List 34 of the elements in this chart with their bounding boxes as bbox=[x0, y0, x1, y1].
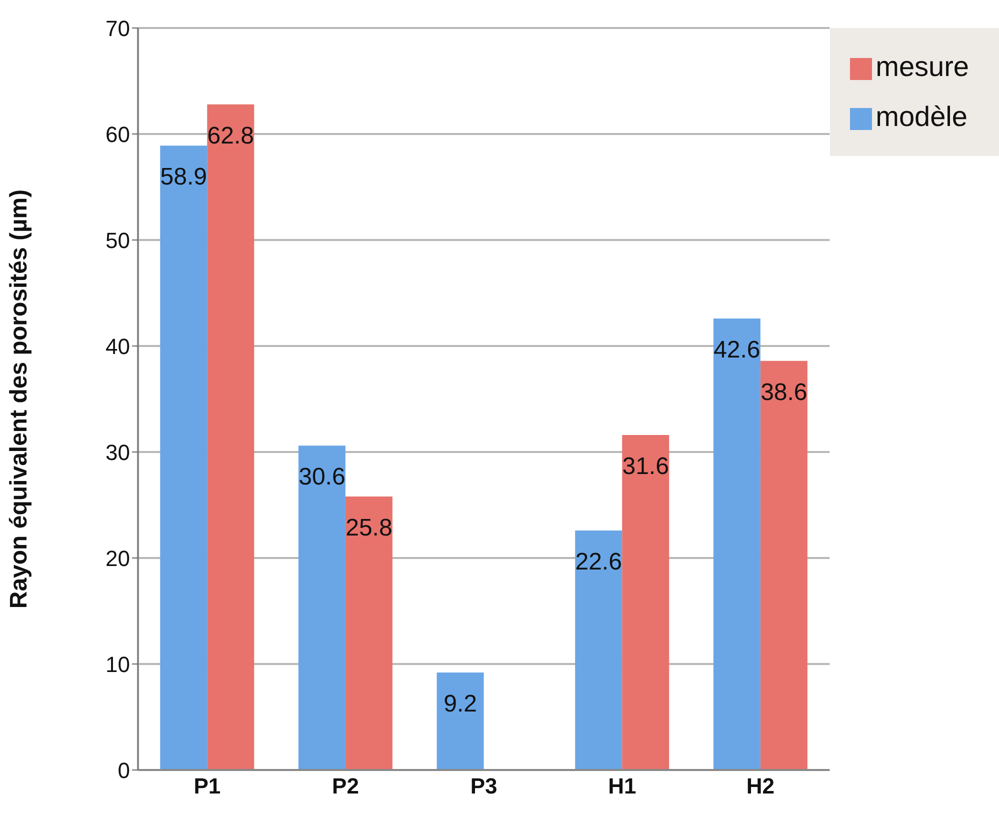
data-label: 25.8 bbox=[346, 514, 392, 542]
data-label: 22.6 bbox=[575, 548, 622, 576]
bar bbox=[160, 146, 208, 770]
bar bbox=[207, 104, 254, 770]
x-tick-label: H1 bbox=[608, 774, 636, 799]
data-label: 62.8 bbox=[207, 122, 254, 150]
bar bbox=[622, 435, 670, 770]
bar bbox=[345, 496, 392, 770]
y-tick-label: 30 bbox=[106, 440, 130, 465]
y-tick-label: 70 bbox=[106, 16, 130, 41]
data-label: 42.6 bbox=[714, 336, 760, 364]
y-axis-title: Rayon équivalent des porosités (µm) bbox=[6, 189, 33, 609]
y-tick-label: 0 bbox=[118, 758, 130, 783]
y-tick-label: 20 bbox=[106, 546, 130, 571]
bar bbox=[298, 446, 346, 770]
x-tick-label: P2 bbox=[332, 774, 359, 799]
data-label: 30.6 bbox=[298, 464, 346, 491]
x-tick-label: P1 bbox=[194, 774, 221, 799]
y-tick-label: 40 bbox=[106, 334, 130, 359]
x-tick-label: H2 bbox=[746, 774, 775, 799]
y-tick-label: 10 bbox=[106, 652, 130, 677]
data-label: 38.6 bbox=[760, 378, 808, 406]
bar bbox=[436, 672, 484, 770]
legend-label: modèle bbox=[876, 101, 968, 132]
bar bbox=[760, 360, 808, 770]
y-tick-label: 60 bbox=[106, 122, 130, 147]
legend-label: mesure bbox=[876, 51, 969, 82]
data-label: 31.6 bbox=[622, 453, 669, 480]
data-label: 58.9 bbox=[160, 164, 207, 191]
x-tick-label: P3 bbox=[470, 774, 498, 799]
data-label: 9.2 bbox=[444, 690, 477, 718]
bar bbox=[713, 318, 760, 770]
bar bbox=[575, 530, 622, 770]
y-tick-label: 50 bbox=[106, 228, 130, 253]
